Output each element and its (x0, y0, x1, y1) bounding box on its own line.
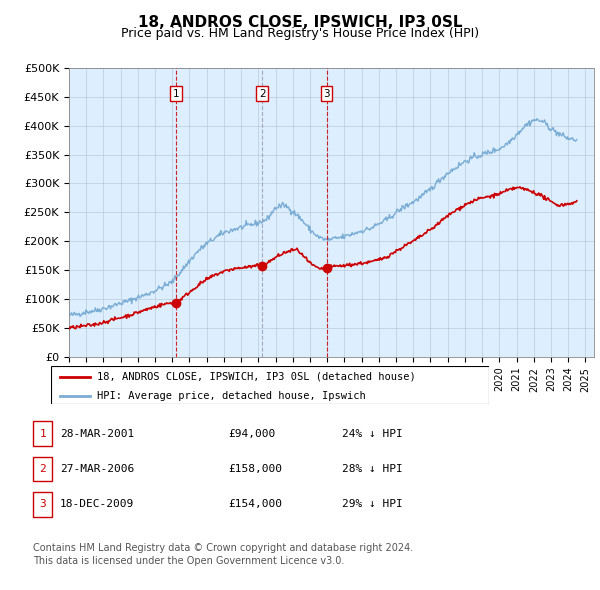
Text: This data is licensed under the Open Government Licence v3.0.: This data is licensed under the Open Gov… (33, 556, 344, 566)
Text: 29% ↓ HPI: 29% ↓ HPI (342, 500, 403, 509)
Text: 1: 1 (39, 429, 46, 438)
Text: 18, ANDROS CLOSE, IPSWICH, IP3 0SL: 18, ANDROS CLOSE, IPSWICH, IP3 0SL (138, 15, 462, 30)
Text: 3: 3 (323, 89, 330, 99)
Text: £94,000: £94,000 (228, 429, 275, 438)
Text: 2: 2 (39, 464, 46, 474)
Text: 28% ↓ HPI: 28% ↓ HPI (342, 464, 403, 474)
Text: 2: 2 (259, 89, 266, 99)
Text: HPI: Average price, detached house, Ipswich: HPI: Average price, detached house, Ipsw… (97, 391, 366, 401)
Text: Contains HM Land Registry data © Crown copyright and database right 2024.: Contains HM Land Registry data © Crown c… (33, 543, 413, 553)
Text: £158,000: £158,000 (228, 464, 282, 474)
Text: 1: 1 (173, 89, 179, 99)
Text: Price paid vs. HM Land Registry's House Price Index (HPI): Price paid vs. HM Land Registry's House … (121, 27, 479, 40)
Text: £154,000: £154,000 (228, 500, 282, 509)
Text: 3: 3 (39, 500, 46, 509)
Text: 27-MAR-2006: 27-MAR-2006 (60, 464, 134, 474)
Text: 24% ↓ HPI: 24% ↓ HPI (342, 429, 403, 438)
Text: 18, ANDROS CLOSE, IPSWICH, IP3 0SL (detached house): 18, ANDROS CLOSE, IPSWICH, IP3 0SL (deta… (97, 372, 416, 382)
Text: 28-MAR-2001: 28-MAR-2001 (60, 429, 134, 438)
Text: 18-DEC-2009: 18-DEC-2009 (60, 500, 134, 509)
